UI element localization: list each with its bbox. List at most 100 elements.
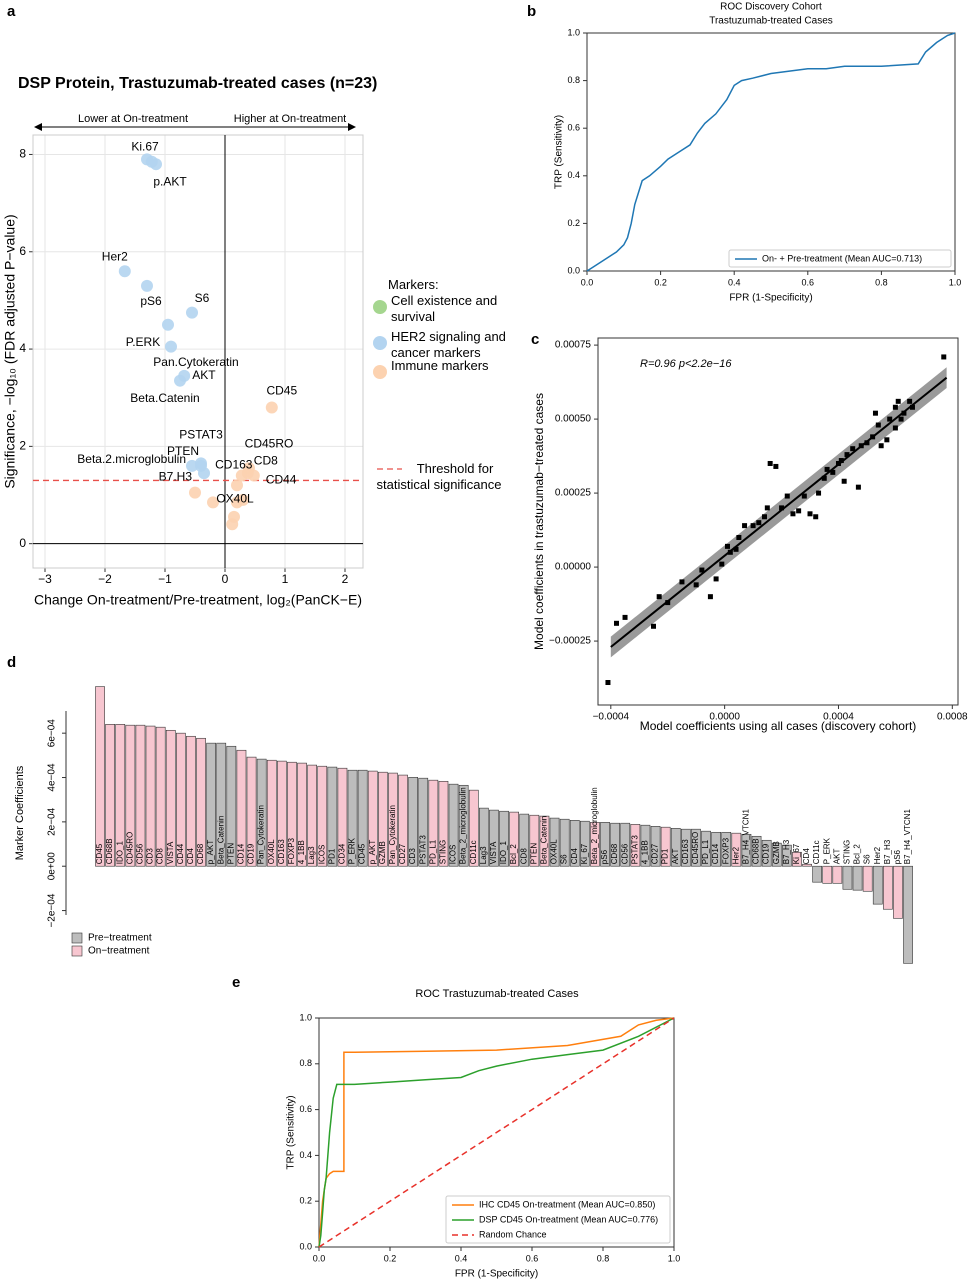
x-tick-label: 1.0 bbox=[668, 1253, 681, 1263]
bar bbox=[721, 831, 732, 867]
point bbox=[821, 475, 827, 481]
point bbox=[872, 410, 878, 416]
bar bbox=[882, 865, 893, 910]
category-label: 4_1BB bbox=[297, 840, 306, 864]
point bbox=[699, 567, 705, 573]
bar bbox=[377, 771, 388, 867]
point bbox=[118, 265, 131, 278]
category-label: CD45RO bbox=[125, 832, 134, 864]
y-tick-label: 0.4 bbox=[567, 170, 580, 180]
x-axis-label: Change On-treatment/Pre-treatment, log₂(… bbox=[34, 592, 362, 608]
bar bbox=[559, 818, 570, 867]
bar bbox=[812, 865, 822, 883]
category-label: P_ERK bbox=[822, 837, 831, 864]
category-label: FOXP3 bbox=[721, 837, 730, 864]
point bbox=[767, 460, 773, 466]
category-label: Beta_Catenin bbox=[540, 816, 549, 864]
bar bbox=[852, 865, 863, 891]
category-label: PSTAT3 bbox=[630, 835, 639, 865]
bar bbox=[640, 824, 651, 867]
category-label: CD4 bbox=[570, 848, 579, 865]
legend-marker bbox=[373, 365, 387, 379]
bar bbox=[186, 735, 196, 867]
point bbox=[801, 493, 807, 499]
y-axis-label: Significance, −log₁₀ (FDR adjusted P−val… bbox=[2, 214, 18, 488]
category-label: CD19 bbox=[762, 843, 771, 864]
category-label: CD56 bbox=[620, 843, 629, 864]
point bbox=[907, 398, 913, 404]
bar bbox=[438, 780, 449, 867]
category-label: CD11c bbox=[469, 840, 478, 864]
x-tick-label: −0.0004 bbox=[593, 712, 630, 723]
bar bbox=[297, 762, 307, 867]
point bbox=[816, 490, 822, 496]
y-tick-label: 0.2 bbox=[567, 218, 580, 228]
category-label: PTEN bbox=[226, 843, 235, 865]
bar bbox=[670, 827, 681, 867]
panel-label: e bbox=[232, 974, 240, 991]
legend-label: Immune markers bbox=[391, 358, 489, 373]
bar bbox=[731, 832, 742, 867]
category-label: Ki_67 bbox=[580, 843, 589, 864]
category-label: S6 bbox=[863, 854, 872, 864]
y-tick-label: 6 bbox=[19, 244, 26, 258]
line bbox=[318, 1017, 675, 1248]
x-tick-label: 0.4 bbox=[455, 1253, 468, 1263]
point-label: S6 bbox=[195, 291, 210, 305]
point bbox=[824, 466, 830, 472]
point bbox=[796, 508, 802, 514]
category-label: PD1 bbox=[661, 848, 670, 864]
category-label: CD68 bbox=[196, 843, 205, 864]
plot-frame bbox=[586, 32, 956, 272]
bar bbox=[499, 810, 509, 867]
plot-frame bbox=[32, 134, 364, 569]
category-label: p_AKT bbox=[206, 840, 215, 865]
point bbox=[892, 425, 898, 431]
bar bbox=[448, 783, 459, 867]
bar bbox=[761, 839, 772, 867]
point bbox=[892, 404, 898, 410]
point-label: OX40L bbox=[216, 491, 254, 505]
point bbox=[764, 505, 770, 511]
legend-title: Markers: bbox=[388, 277, 439, 292]
point bbox=[841, 478, 847, 484]
bar bbox=[569, 820, 580, 867]
point bbox=[898, 416, 904, 422]
legend-label: Random Chance bbox=[479, 1229, 547, 1239]
y-tick-label: 2 bbox=[19, 439, 26, 453]
category-label: CD163 bbox=[681, 839, 690, 864]
category-label: Lag3 bbox=[479, 846, 488, 864]
point bbox=[247, 469, 260, 482]
y-tick-label: 0e+00 bbox=[47, 852, 58, 881]
bar bbox=[610, 822, 620, 867]
point bbox=[855, 484, 861, 490]
bar bbox=[893, 865, 903, 919]
category-label: PD_L1 bbox=[428, 839, 437, 864]
bar bbox=[792, 851, 802, 867]
point bbox=[679, 579, 685, 585]
point-label: Beta.Catenin bbox=[130, 391, 199, 405]
bar bbox=[862, 865, 873, 892]
panel-label: a bbox=[7, 3, 16, 20]
category-label: CD11c bbox=[812, 840, 821, 864]
y-tick-label: 0.8 bbox=[299, 1058, 312, 1068]
x-tick-label: 0.8 bbox=[875, 277, 888, 287]
point-label: P.ERK bbox=[126, 335, 160, 349]
x-tick-label: 0.0008 bbox=[937, 712, 968, 723]
point bbox=[186, 459, 198, 472]
category-label: CD14 bbox=[711, 843, 720, 864]
plot-frame bbox=[597, 337, 959, 706]
category-label: CD68B bbox=[105, 838, 114, 864]
category-label: GZMB bbox=[378, 841, 387, 864]
bar bbox=[276, 760, 287, 867]
point bbox=[622, 614, 628, 620]
plot-frame bbox=[318, 1017, 675, 1248]
x-tick-label: 0.0 bbox=[581, 277, 594, 287]
legend-label: On−treatment bbox=[88, 946, 150, 957]
category-label: CD44 bbox=[176, 843, 185, 864]
category-label: VISTA bbox=[489, 841, 498, 864]
point bbox=[790, 511, 796, 517]
bar bbox=[478, 807, 489, 867]
bar bbox=[367, 770, 378, 867]
legend-label: On- + Pre-treatment (Mean AUC=0.713) bbox=[762, 253, 922, 263]
